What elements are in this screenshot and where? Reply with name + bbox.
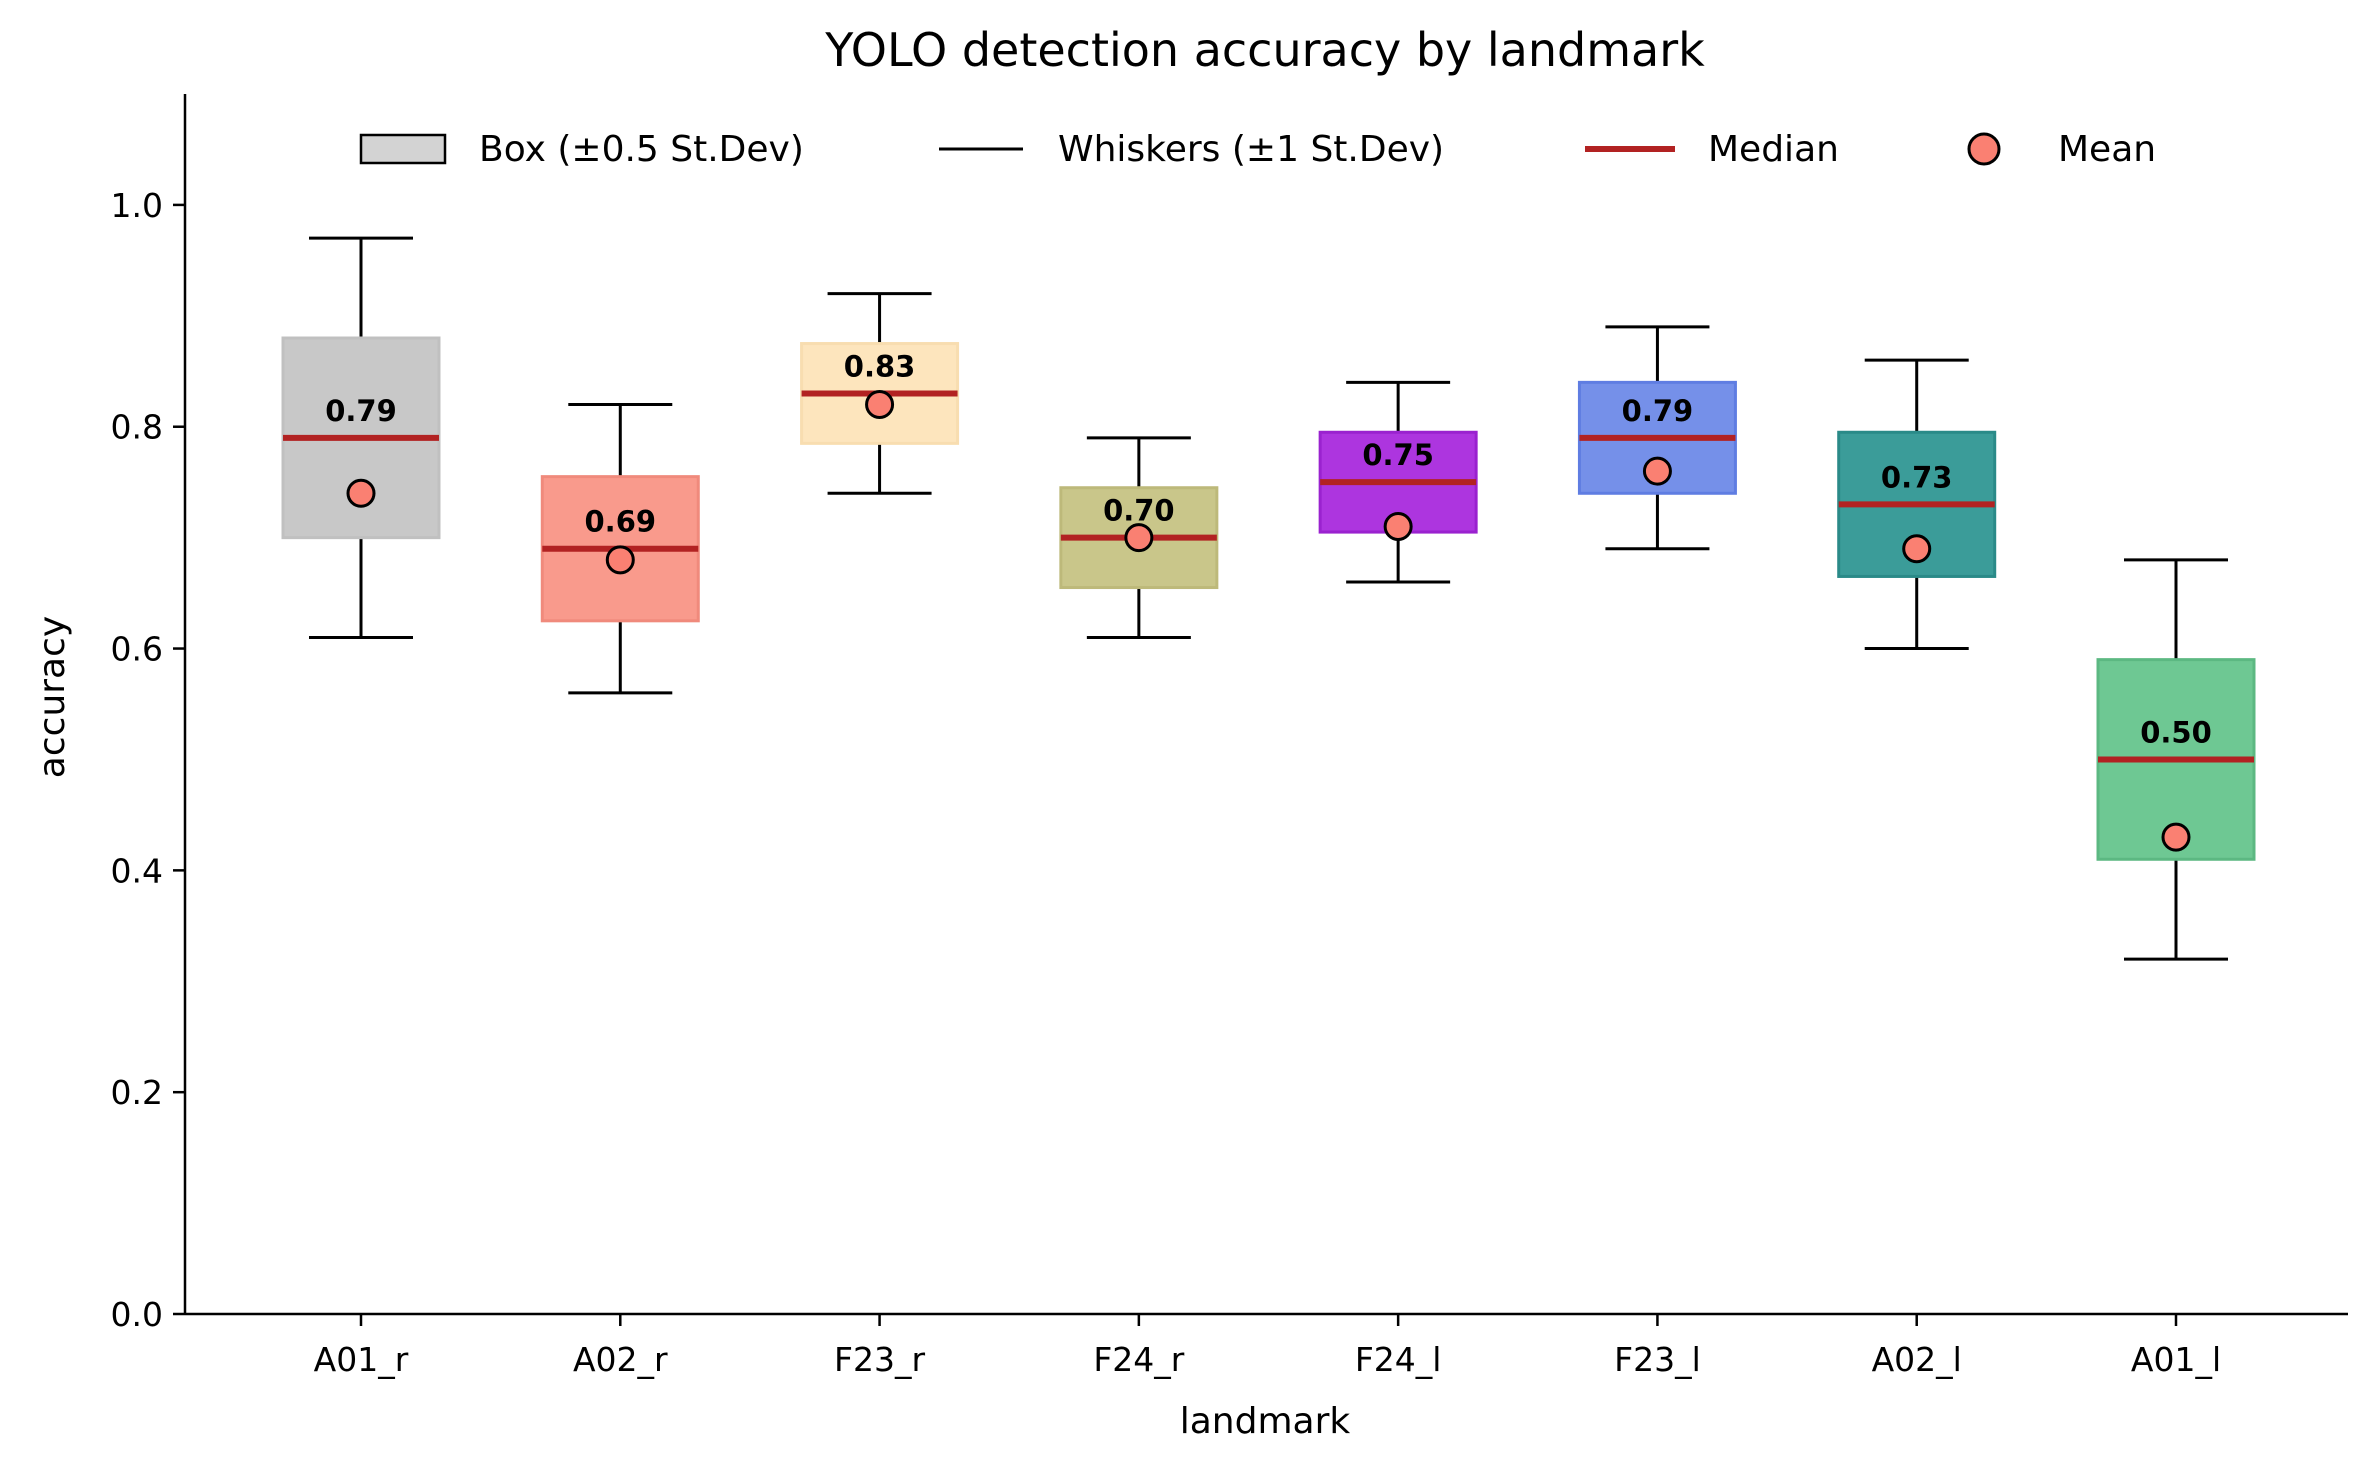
x-tick-label: A02_l: [1872, 1340, 1962, 1379]
box-group-f24-r: 0.70: [1059, 436, 1219, 639]
mean-marker: [1902, 534, 1932, 564]
legend: Box (±0.5 St.Dev) Whiskers (±1 St.Dev) Med…: [359, 129, 2156, 170]
mean-marker: [2161, 822, 2191, 852]
x-tick-label: F23_l: [1614, 1340, 1701, 1379]
y-tick-label: 0.2: [111, 1073, 163, 1112]
y-tick-label: 0.0: [111, 1295, 163, 1334]
box-group-a02-r: 0.69: [540, 403, 700, 695]
x-tick-label: A01_r: [314, 1340, 409, 1379]
median-label: 0.73: [1881, 460, 1953, 494]
x-axis-title: landmark: [1180, 1401, 1351, 1442]
x-tick-label: F23_r: [834, 1340, 925, 1379]
plot-area: 0.79 0.69 0.83 0.70 0.75 0.79 0.73 0.50: [281, 236, 2256, 961]
y-tick-label: 1.0: [111, 186, 163, 225]
box-group-a01-r: 0.79: [281, 236, 441, 639]
median-label: 0.83: [844, 349, 916, 383]
y-tick-label: 0.4: [111, 851, 163, 890]
median-label: 0.79: [325, 394, 397, 428]
box-group-f24-l: 0.75: [1318, 380, 1478, 584]
x-tick-label: A02_r: [573, 1340, 668, 1379]
y-axis: 0.0 0.2 0.4 0.6 0.8 1.0: [111, 94, 187, 1334]
median-label: 0.70: [1103, 494, 1175, 528]
y-tick-label: 0.8: [111, 408, 163, 447]
x-tick-label: F24_r: [1093, 1340, 1184, 1379]
mean-marker: [1642, 456, 1672, 486]
box-group-f23-l: 0.79: [1577, 325, 1737, 551]
y-axis-title: accuracy: [32, 616, 73, 778]
chart-title: YOLO detection accuracy by landmark: [824, 23, 1705, 77]
median-label: 0.50: [2140, 715, 2212, 749]
x-axis: A01_r A02_r F23_r F24_r F24_l F23_l A02_l A01_l: [185, 1312, 2348, 1379]
median-label: 0.75: [1362, 438, 1434, 472]
legend-box-swatch: [359, 133, 447, 165]
median-label: 0.79: [1622, 394, 1694, 428]
legend-whisker-label: Whiskers (±1 St.Dev): [1058, 129, 1444, 170]
box-group-a01-l: 0.50: [2096, 558, 2256, 961]
legend-mean-label: Mean: [2058, 129, 2156, 170]
legend-box-label: Box (±0.5 St.Dev): [479, 129, 804, 170]
median-label: 0.69: [585, 505, 657, 539]
mean-marker: [1383, 512, 1413, 542]
x-tick-label: A01_l: [2131, 1340, 2221, 1379]
box-group-f23-r: 0.83: [800, 292, 960, 495]
mean-marker: [346, 478, 376, 508]
y-tick-label: 0.6: [111, 630, 163, 669]
mean-marker: [605, 545, 635, 575]
x-tick-label: F24_l: [1355, 1340, 1442, 1379]
legend-median-label: Median: [1708, 129, 1839, 170]
mean-marker: [1124, 523, 1154, 553]
box-group-a02-l: 0.73: [1837, 358, 1997, 651]
legend-mean-swatch: [1967, 132, 2001, 166]
mean-marker: [865, 390, 895, 420]
